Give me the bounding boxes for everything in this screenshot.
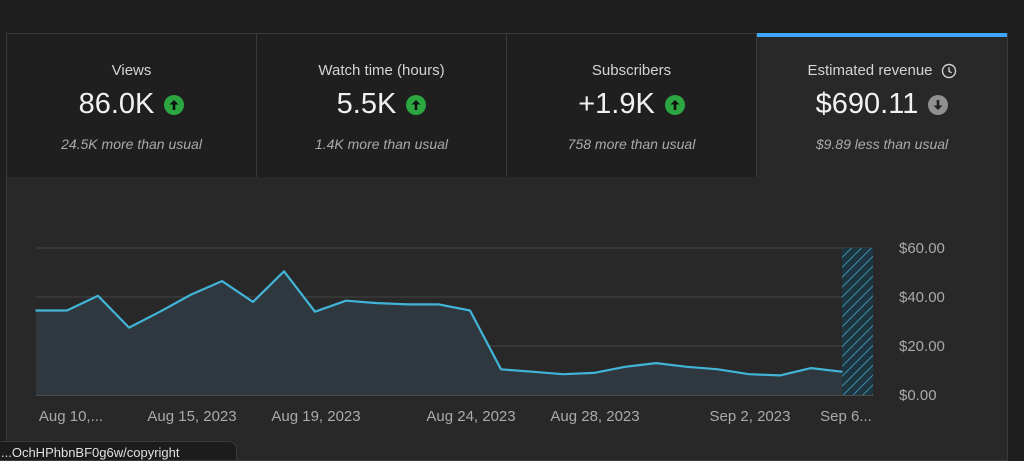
arrow-up-icon — [164, 94, 185, 115]
metric-title: Estimated revenue — [807, 62, 933, 79]
arrow-down-icon — [928, 94, 949, 115]
x-tick-label: Sep 6... — [820, 408, 872, 425]
data-point — [562, 373, 564, 375]
link-url-tooltip: ...OchHPhbnBF0g6w/copyright — [0, 441, 237, 461]
data-point — [345, 299, 347, 302]
data-point — [66, 309, 68, 312]
data-point — [252, 301, 254, 303]
x-tick-label: Aug 28, 2023 — [550, 408, 639, 425]
x-tick-label: Aug 24, 2023 — [426, 408, 515, 425]
data-point — [810, 367, 812, 369]
data-point — [128, 326, 130, 329]
data-point — [841, 370, 843, 373]
x-tick-label: Aug 10,... — [39, 408, 103, 425]
metric-value: 86.0K — [78, 88, 155, 120]
data-point — [655, 362, 657, 364]
data-point — [531, 370, 533, 373]
data-point — [376, 302, 378, 304]
metric-card-estimated-revenue[interactable]: Estimated revenue $690.11 $9.89 less tha… — [757, 33, 1007, 177]
metric-value: 5.5K — [336, 88, 397, 120]
data-point — [407, 303, 409, 306]
clock-icon[interactable] — [941, 63, 957, 79]
series-area — [36, 271, 842, 395]
metric-card-views[interactable]: Views 86.0K 24.5K more than usual — [7, 34, 257, 177]
data-point — [314, 310, 316, 313]
data-point — [779, 374, 781, 377]
data-point — [717, 368, 719, 371]
metric-cards: Views 86.0K 24.5K more than usual Watch … — [7, 33, 1007, 177]
arrow-up-icon — [406, 94, 427, 115]
arrow-up-icon — [664, 94, 685, 115]
data-point — [469, 309, 471, 312]
incomplete-period-hatch — [842, 248, 873, 395]
data-point — [35, 309, 37, 312]
metric-comparison: 1.4K more than usual — [314, 136, 449, 152]
data-point — [438, 303, 440, 306]
y-tick-label: $20.00 — [899, 338, 945, 355]
data-point — [190, 293, 192, 296]
data-point — [686, 366, 688, 368]
x-tick-label: Aug 15, 2023 — [147, 408, 236, 425]
data-point — [221, 280, 223, 282]
metric-card-watch-time[interactable]: Watch time (hours) 5.5K 1.4K more than u… — [257, 34, 507, 177]
data-point — [748, 373, 750, 375]
metric-card-subscribers[interactable]: Subscribers +1.9K 758 more than usual — [507, 34, 757, 177]
data-point — [283, 270, 285, 273]
y-tick-label: $40.00 — [899, 289, 945, 306]
x-tick-label: Sep 2, 2023 — [710, 408, 791, 425]
y-tick-label: $0.00 — [899, 387, 937, 404]
data-point — [593, 372, 595, 374]
metric-title: Subscribers — [591, 62, 672, 79]
data-point — [624, 366, 626, 368]
x-tick-label: Aug 19, 2023 — [271, 408, 360, 425]
metric-comparison: $9.89 less than usual — [815, 136, 949, 152]
data-point — [159, 310, 161, 313]
metric-value: $690.11 — [815, 88, 919, 120]
metric-title: Views — [111, 62, 152, 79]
metric-title: Watch time (hours) — [318, 62, 445, 79]
data-point — [500, 368, 502, 371]
metric-value: +1.9K — [578, 88, 655, 120]
data-point — [97, 294, 99, 297]
metric-comparison: 758 more than usual — [567, 136, 696, 152]
metric-comparison: 24.5K more than usual — [61, 136, 202, 152]
y-tick-label: $60.00 — [899, 240, 945, 257]
